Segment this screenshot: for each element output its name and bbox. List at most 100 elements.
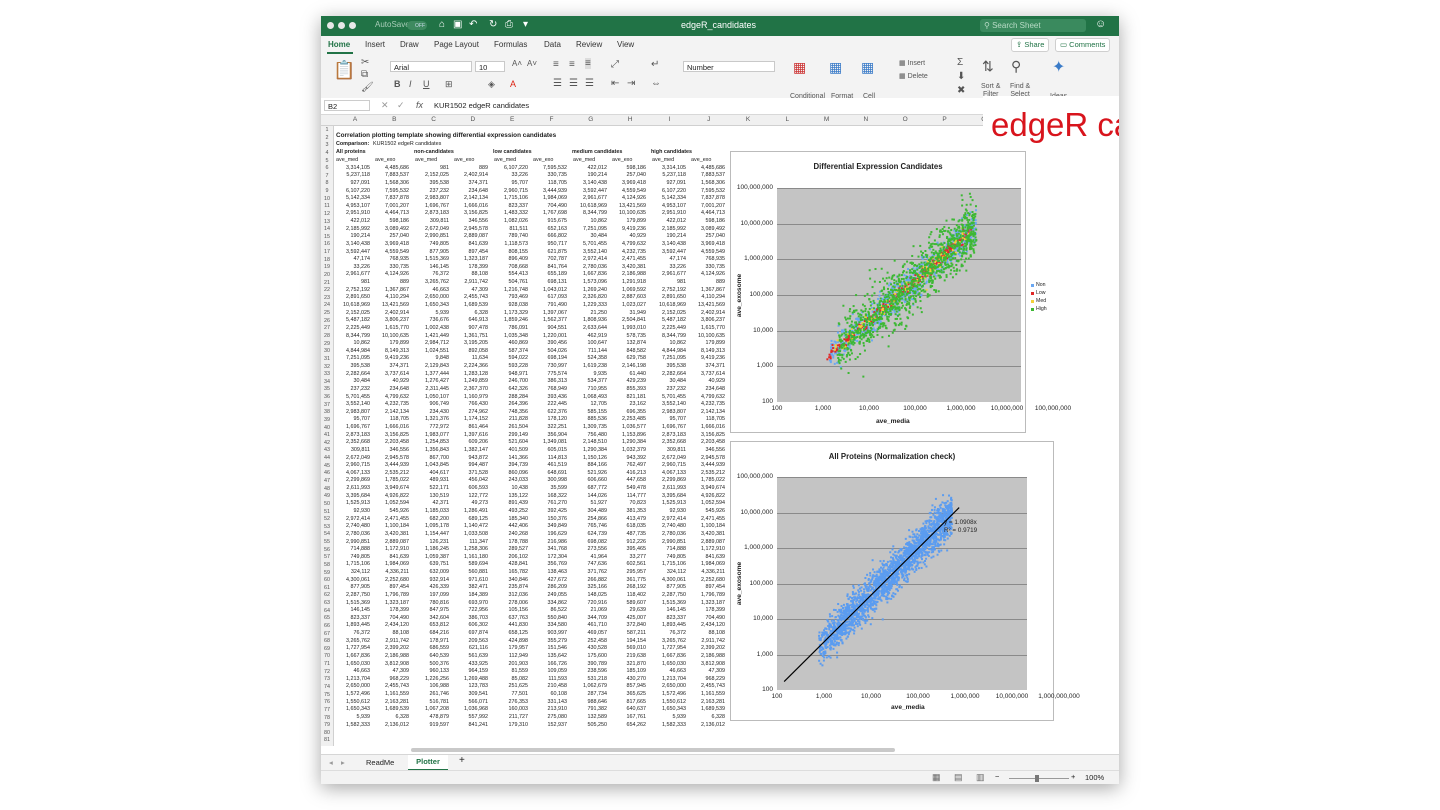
table-cell[interactable]: 1,515,369 [346,599,370,606]
table-cell[interactable]: 322,251 [547,424,568,431]
table-cell[interactable]: 2,311,445 [425,385,449,392]
table-cell[interactable]: 422,012 [666,218,687,225]
table-cell[interactable]: 95,707 [353,416,371,423]
table-cell[interactable]: 10,618,969 [659,301,686,308]
table-cell[interactable]: 1,808,936 [583,317,607,324]
table-cell[interactable]: 395,538 [666,363,687,370]
row-header[interactable]: 7 [325,172,329,179]
table-cell[interactable]: 211,828 [508,416,528,423]
table-cell[interactable]: 4,799,632 [385,393,409,400]
table-cell[interactable]: 4,336,211 [385,569,409,576]
table-cell[interactable]: 1,323,187 [701,599,725,606]
table-cell[interactable]: 3,420,381 [701,530,725,537]
table-cell[interactable]: 185,109 [626,668,647,675]
table-cell[interactable]: 1,213,704 [346,675,370,682]
table-cell[interactable]: 126,231 [429,538,450,545]
table-cell[interactable]: 1,767,698 [543,210,567,217]
table-cell[interactable]: 554,413 [508,271,529,278]
table-cell[interactable]: 330,735 [389,263,410,270]
row-header[interactable]: 76 [324,699,330,706]
table-cell[interactable]: 2,911,742 [701,637,725,644]
row-header[interactable]: 68 [324,638,330,645]
table-cell[interactable]: 2,873,183 [662,431,686,438]
format-painter-icon[interactable]: 🖌 [361,82,374,93]
table-cell[interactable]: 1,069,592 [622,286,646,293]
table-cell[interactable]: 331,143 [547,698,568,705]
table-cell[interactable]: 4,124,926 [622,195,646,202]
table-cell[interactable]: 3,140,438 [583,179,607,186]
table-cell[interactable]: 330,735 [547,172,568,179]
table-cell[interactable]: 390,456 [547,340,568,347]
table-cell[interactable]: 504,761 [508,279,529,286]
table-cell[interactable]: 704,490 [389,614,410,621]
table-cell[interactable]: 346,556 [468,218,489,225]
table-cell[interactable]: 1,309,735 [583,424,607,431]
table-cell[interactable]: 749,805 [666,553,687,560]
table-cell[interactable]: 1,582,333 [346,721,370,728]
table-cell[interactable]: 7,595,532 [385,187,409,194]
table-cell[interactable]: 447,658 [626,477,647,484]
table-cell[interactable]: 516,781 [429,698,450,705]
wrap-text-icon[interactable]: ↵ [651,59,660,70]
table-cell[interactable]: 1,161,180 [464,553,488,560]
table-cell[interactable]: 4,067,133 [346,469,370,476]
row-header[interactable]: 60 [324,577,330,584]
table-cell[interactable]: 9,935 [593,370,608,377]
number-format-select[interactable]: Number [683,61,775,72]
table-cell[interactable]: 12,705 [590,401,608,408]
table-cell[interactable]: 589,607 [626,599,647,606]
table-cell[interactable]: 275,080 [547,714,568,720]
table-cell[interactable]: 2,891,650 [662,294,686,301]
table-cell[interactable]: 1,361,751 [464,332,488,339]
italic-icon[interactable]: I [409,79,412,89]
table-cell[interactable]: 160,003 [508,706,529,713]
table-cell[interactable]: 4,336,211 [701,569,725,576]
table-cell[interactable]: 1,666,016 [385,424,409,431]
table-cell[interactable]: 3,089,492 [385,225,409,232]
table-cell[interactable]: 3,420,381 [622,263,646,270]
column-header-k[interactable]: K [745,116,751,123]
table-cell[interactable]: 4,232,735 [701,401,725,408]
table-cell[interactable]: 791,382 [587,706,608,713]
table-cell[interactable]: 2,504,841 [622,317,646,324]
table-cell[interactable]: 234,430 [429,408,450,415]
table-cell[interactable]: 1,615,770 [701,324,725,331]
table-cell[interactable]: 2,780,036 [346,530,370,537]
table-cell[interactable]: 2,951,910 [346,210,370,217]
table-cell[interactable]: 346,556 [389,446,410,453]
row-header[interactable]: 64 [324,607,330,614]
table-cell[interactable]: 146,145 [350,607,371,614]
table-cell[interactable]: 2,185,992 [662,225,686,232]
row-header[interactable]: 69 [324,645,330,652]
table-cell[interactable]: 1,785,022 [385,477,409,484]
table-cell[interactable]: 988,646 [587,698,608,705]
table-cell[interactable]: 756,480 [587,431,608,438]
table-cell[interactable]: 493,252 [508,508,529,514]
table-cell[interactable]: 179,957 [508,645,529,652]
table-cell[interactable]: 114,813 [547,454,567,461]
table-cell[interactable]: 698,082 [587,538,608,545]
table-cell[interactable]: 88,108 [392,630,410,637]
table-cell[interactable]: 522,171 [429,485,450,492]
table-cell[interactable]: 693,970 [468,599,489,606]
table-cell[interactable]: 286,209 [547,584,568,591]
table-cell[interactable]: 7,251,095 [583,225,607,232]
table-cell[interactable]: 2,961,677 [662,271,686,278]
row-header[interactable]: 38 [324,409,330,416]
table-cell[interactable]: 4,559,549 [622,187,646,194]
table-cell[interactable]: 1,715,106 [504,195,528,202]
table-cell[interactable]: 1,186,245 [425,546,449,553]
table-cell[interactable]: 2,984,712 [425,340,449,347]
table-cell[interactable]: 76,372 [669,630,687,637]
table-cell[interactable]: 749,805 [429,240,450,247]
table-cell[interactable]: 324,112 [666,569,686,576]
column-header-m[interactable]: M [823,116,830,123]
save-icon[interactable]: ▣ [453,19,463,30]
align-bottom-icon[interactable]: ≡ [585,58,591,69]
table-cell[interactable]: 9,419,236 [385,355,409,362]
table-cell[interactable]: 919,597 [429,721,450,728]
table-cell[interactable]: 1,367,867 [701,286,725,293]
table-cell[interactable]: 1,286,491 [464,508,488,514]
table-cell[interactable]: 2,945,578 [385,454,409,461]
table-cell[interactable]: 178,399 [705,607,726,614]
